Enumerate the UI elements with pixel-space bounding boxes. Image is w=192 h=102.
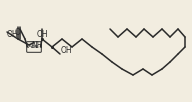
Text: OH: OH	[36, 30, 48, 39]
Text: OH: OH	[6, 30, 18, 39]
Text: Abs: Abs	[28, 44, 40, 49]
Text: O: O	[15, 28, 21, 37]
Text: NH: NH	[31, 40, 42, 49]
Text: OH: OH	[61, 46, 73, 55]
FancyBboxPatch shape	[27, 42, 41, 52]
